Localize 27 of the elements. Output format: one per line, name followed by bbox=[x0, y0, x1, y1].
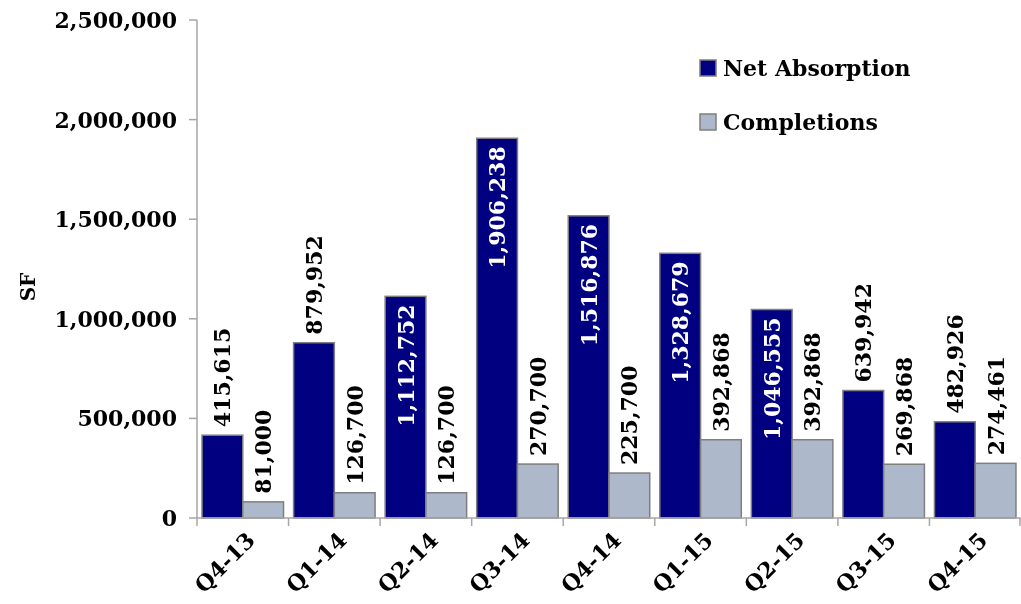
data-label: 270,700 bbox=[524, 356, 551, 457]
data-label: 392,868 bbox=[707, 332, 734, 432]
data-label: 1,112,752 bbox=[392, 304, 419, 427]
data-label: 639,942 bbox=[850, 283, 877, 383]
data-label: 225,700 bbox=[616, 365, 643, 466]
data-label: 415,615 bbox=[209, 327, 236, 428]
data-label: 1,516,876 bbox=[575, 223, 602, 347]
y-axis-title: SF bbox=[16, 272, 40, 302]
y-tick-label: 500,000 bbox=[77, 405, 177, 432]
data-label: 269,868 bbox=[891, 356, 918, 457]
data-label: 1,328,679 bbox=[667, 261, 694, 384]
y-tick-label: 2,000,000 bbox=[54, 106, 177, 133]
data-label: 81,000 bbox=[250, 409, 277, 494]
legend-label: Net Absorption bbox=[723, 55, 911, 81]
data-label: 274,461 bbox=[982, 355, 1009, 456]
data-label: 1,046,555 bbox=[758, 317, 785, 441]
data-label: 126,700 bbox=[341, 385, 368, 485]
y-tick-label: 1,000,000 bbox=[54, 305, 177, 332]
y-tick-label: 2,500,000 bbox=[54, 7, 177, 33]
data-label: 392,868 bbox=[799, 332, 826, 432]
data-label: 1,906,238 bbox=[484, 146, 511, 269]
legend-label: Completions bbox=[723, 109, 878, 135]
y-tick-label: 0 bbox=[161, 505, 177, 531]
data-label: 879,952 bbox=[300, 235, 327, 335]
y-tick-label: 1,500,000 bbox=[54, 206, 177, 233]
data-label: 126,700 bbox=[433, 385, 460, 485]
data-label: 482,926 bbox=[941, 314, 968, 414]
